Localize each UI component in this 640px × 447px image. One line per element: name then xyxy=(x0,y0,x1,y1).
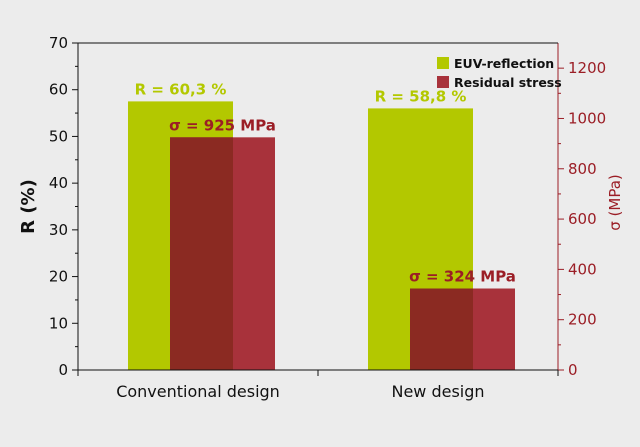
left-tick-label: 30 xyxy=(49,221,68,239)
bars-layer xyxy=(128,101,515,371)
legend-label: EUV-reflection xyxy=(454,56,554,71)
right-tick-label: 200 xyxy=(568,311,597,329)
left-tick-label: 60 xyxy=(49,81,68,99)
annotation-label: σ = 324 MPa xyxy=(409,268,516,286)
right-tick-label: 400 xyxy=(568,260,597,278)
annotations-layer: R = 60,3 % σ = 925 MPa R = 58,8 % σ = 324 M… xyxy=(135,80,516,285)
left-tick-label: 40 xyxy=(49,174,68,192)
x-category-label: New design xyxy=(391,382,484,401)
bar-overlap-1 xyxy=(410,288,473,370)
x-category-label: Conventional design xyxy=(116,382,280,401)
axes-layer: 0 10 20 30 40 50 60 70 0 200 400 600 800 1000 1200 Conv… xyxy=(18,34,624,401)
right-tick-label: 1200 xyxy=(568,59,606,77)
left-tick-label: 10 xyxy=(49,314,68,332)
right-tick-label: 1000 xyxy=(568,109,606,127)
legend-swatch-1 xyxy=(437,76,449,88)
annotation-label: R = 58,8 % xyxy=(375,87,467,105)
right-tick-label: 600 xyxy=(568,210,597,228)
left-tick-label: 20 xyxy=(49,268,68,286)
left-axis-title: R (%) xyxy=(18,179,39,234)
left-tick-label: 50 xyxy=(49,127,68,145)
legend-label: Residual stress xyxy=(454,75,562,90)
right-axis-title: σ (MPa) xyxy=(606,174,624,230)
annotation-label: R = 60,3 % xyxy=(135,80,227,98)
right-tick-label: 0 xyxy=(568,361,578,379)
legend-swatch-0 xyxy=(437,57,449,69)
legend: EUV-reflection Residual stress xyxy=(437,56,562,90)
left-tick-label: 0 xyxy=(58,361,68,379)
annotation-label: σ = 925 MPa xyxy=(169,116,276,134)
left-tick-label: 70 xyxy=(49,34,68,52)
bar-overlap-0 xyxy=(170,137,233,370)
right-tick-label: 800 xyxy=(568,160,597,178)
